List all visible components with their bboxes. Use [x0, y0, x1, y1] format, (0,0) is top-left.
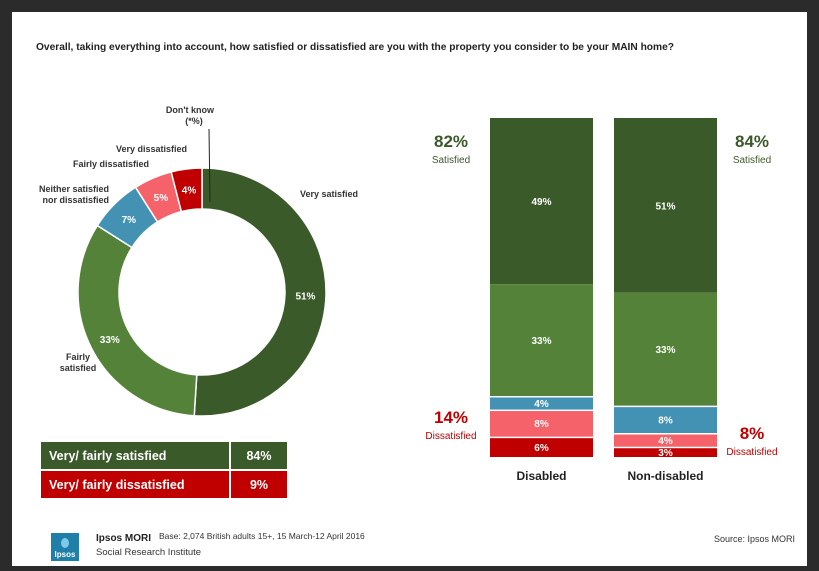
- bar-segment-non-disabled-neither-satisfied-nor-dissatisfied: [614, 407, 717, 434]
- bar-segment-disabled-very-dissatisfied: [490, 438, 593, 457]
- bar-segment-disabled-fairly-dissatisfied: [490, 411, 593, 437]
- bar-segment-non-disabled-fairly-satisfied: [614, 292, 717, 406]
- satisfied-total-non-disabled: 84%: [735, 132, 769, 151]
- bar-category-disabled: Disabled: [516, 469, 566, 483]
- donut-value-very-satisfied: 51%: [295, 291, 315, 302]
- satisfied-total-disabled: 82%: [434, 132, 468, 151]
- base-note: Base: 2,074 British adults 15+, 15 March…: [159, 531, 365, 541]
- satisfied-caption-non-disabled: Satisfied: [733, 155, 771, 166]
- donut-value-fairly-satisfied: 33%: [100, 335, 120, 346]
- donut-label-don-t-know: Don't know (*%): [166, 105, 215, 126]
- donut-label-very-dissatisfied: Very dissatisfied: [116, 144, 187, 154]
- donut-label-fairly-satisfied: Fairly satisfied: [60, 352, 97, 373]
- donut-value-very-dissatisfied: 4%: [182, 185, 197, 196]
- summary-dissatisfied-row: Very/ fairly dissatisfied 9%: [41, 471, 287, 498]
- dissatisfied-total-non-disabled: 8%: [740, 424, 765, 443]
- summary-dissatisfied-label: Very/ fairly dissatisfied: [41, 471, 231, 498]
- donut-chart: 51% Very satisfied 33%Fairly satisfied 7% Nei…: [39, 105, 358, 417]
- bar-segment-disabled-neither-satisfied-nor-dissatisfied: [490, 397, 593, 410]
- bar-value-disabled-neither-satisfied-nor-dissatisfied: 4%: [534, 399, 549, 410]
- donut-label-very-satisfied: Very satisfied: [300, 189, 358, 199]
- donut-label-fairly-dissatisfied: Fairly dissatisfied: [73, 159, 149, 169]
- bar-value-disabled-very-dissatisfied: 6%: [534, 443, 549, 454]
- summary-satisfied-value: 84%: [246, 448, 272, 463]
- donut-slice-fairly-satisfied: [77, 224, 198, 417]
- donut-value-neither-satisfied-nor-dissatisfied: 7%: [122, 215, 137, 226]
- bar-segment-non-disabled-very-satisfied: [614, 118, 717, 293]
- bar-value-non-disabled-fairly-dissatisfied: 4%: [658, 436, 673, 447]
- bar-value-disabled-fairly-dissatisfied: 8%: [534, 419, 549, 430]
- dont-know-leader: [208, 128, 211, 203]
- bar-segment-disabled-very-satisfied: [490, 118, 593, 285]
- bar-segment-non-disabled-very-dissatisfied: [614, 448, 717, 457]
- donut-slice-very-satisfied: [193, 167, 327, 417]
- donut-label-neither-satisfied-nor-dissatisfied: Neither satisfied nor dissatisfied: [39, 184, 109, 205]
- brand-name: Ipsos MORI: [96, 533, 152, 544]
- bar-segment-non-disabled-fairly-dissatisfied: [614, 434, 717, 447]
- summary-satisfied-label: Very/ fairly satisfied: [41, 442, 231, 469]
- bar-value-non-disabled-very-satisfied: 51%: [655, 201, 675, 212]
- ipsos-logo: Ipsos: [51, 533, 79, 561]
- bar-value-non-disabled-very-dissatisfied: 3%: [658, 448, 673, 459]
- stacked-bar-chart: 49%33%4%8%6%Disabled51%33%8%4%3%Non-disa…: [425, 118, 778, 483]
- bar-segment-disabled-fairly-satisfied: [490, 284, 593, 396]
- bar-value-disabled-very-satisfied: 49%: [531, 197, 551, 208]
- bar-value-non-disabled-fairly-satisfied: 33%: [655, 345, 675, 356]
- dissatisfied-total-disabled: 14%: [434, 408, 468, 427]
- source-note: Source: Ipsos MORI: [713, 534, 795, 544]
- bar-value-non-disabled-neither-satisfied-nor-dissatisfied: 8%: [658, 415, 673, 426]
- satisfied-caption-disabled: Satisfied: [432, 155, 470, 166]
- donut-value-fairly-dissatisfied: 5%: [154, 193, 169, 204]
- dissatisfied-caption-disabled: Dissatisfied: [425, 431, 476, 442]
- bar-category-non-disabled: Non-disabled: [627, 469, 703, 483]
- bar-value-disabled-fairly-satisfied: 33%: [531, 336, 551, 347]
- summary-satisfied-row: Very/ fairly satisfied 84%: [41, 442, 287, 469]
- donut-slice-very-dissatisfied: [170, 167, 203, 213]
- dissatisfied-caption-non-disabled: Dissatisfied: [726, 447, 777, 458]
- summary-dissatisfied-value: 9%: [249, 477, 269, 492]
- slide: Overall, taking everything into account,…: [12, 12, 807, 566]
- institute-name: Social Research Institute: [96, 547, 202, 558]
- question-title: Overall, taking everything into account,…: [36, 42, 674, 53]
